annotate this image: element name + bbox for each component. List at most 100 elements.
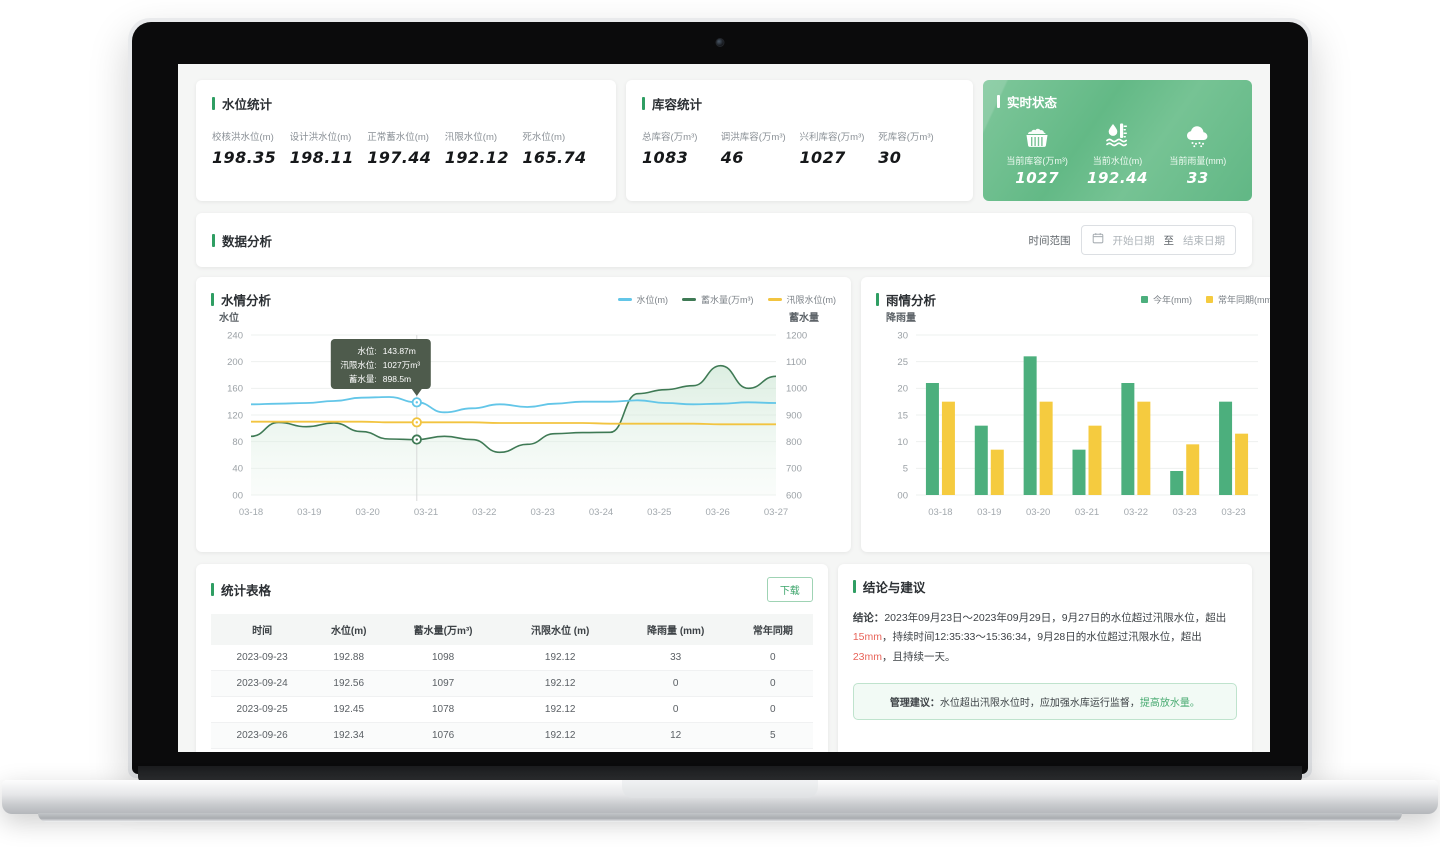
laptop-lid: 水位统计 校核洪水位(m) 198.35 设计洪水位(m) 198.11	[128, 18, 1312, 778]
kpi-value: 1027	[799, 148, 846, 167]
svg-text:蓄水量: 蓄水量	[789, 311, 819, 324]
status-label: 当前水位(m)	[1092, 156, 1143, 166]
svg-text:900: 900	[786, 410, 802, 421]
table-cell: 1097	[384, 670, 502, 697]
management-advice-box: 管理建议：水位超出汛限水位时，应加强水库运行监督，提高放水量。	[852, 683, 1237, 721]
svg-text:1200: 1200	[786, 330, 807, 341]
legend-item-level[interactable]: 水位(m)	[617, 293, 668, 306]
svg-text:水位:: 水位:	[357, 346, 376, 356]
kpi-label: 设计洪水位(m)	[289, 132, 352, 143]
svg-text:03-21: 03-21	[1075, 507, 1099, 518]
svg-text:120: 120	[227, 410, 243, 421]
table-cell: 192.56	[313, 670, 385, 697]
svg-text:240: 240	[227, 330, 243, 341]
download-button[interactable]: 下载	[766, 577, 813, 602]
table-cell: 2023-09-26	[211, 722, 314, 749]
status-label: 当前库容(万m³)	[1006, 156, 1068, 166]
column-header: 降雨量 (mm)	[618, 614, 733, 645]
water-level-card-title: 水位统计	[212, 94, 600, 113]
legend-item-normal-year[interactable]: 常年同期(mm)	[1206, 293, 1270, 306]
date-range-separator: 至	[1163, 234, 1175, 247]
svg-text:03-19: 03-19	[297, 507, 321, 518]
kpi-item: 设计洪水位(m) 198.11	[290, 129, 368, 167]
water-situation-chart-card: 水情分析 水位(m) 蓄水量(万m³)	[196, 277, 851, 552]
date-range-picker[interactable]: 开始日期 至 结束日期	[1080, 225, 1236, 255]
svg-text:200: 200	[227, 357, 243, 368]
table-cell: 2023-09-27	[211, 748, 314, 752]
bottom-row: 统计表格 下载 时间 水位(m) 蓄水量(万m³) 汛限水位 (m)	[196, 564, 1252, 752]
table-cell: 2023-09-25	[211, 696, 314, 723]
legend-item-this-year[interactable]: 今年(mm)	[1141, 293, 1192, 306]
end-date-input[interactable]: 结束日期	[1183, 234, 1225, 247]
table-body: 2023-09-23 192.88 1098 192.12 33 0 2023-09-24 1…	[211, 645, 813, 752]
statistics-table: 时间 水位(m) 蓄水量(万m³) 汛限水位 (m) 降雨量 (mm) 常年同期…	[211, 614, 813, 752]
realtime-status-card: 实时状态	[983, 80, 1252, 201]
start-date-input[interactable]: 开始日期	[1112, 234, 1155, 247]
kpi-value: 46	[720, 148, 744, 167]
svg-text:降雨量: 降雨量	[886, 311, 916, 324]
table-cell: 192.12	[501, 670, 619, 697]
svg-text:03-23: 03-23	[1173, 507, 1197, 518]
table-cell: 0	[732, 696, 813, 723]
kpi-item: 兴利库容(万m³) 1027	[800, 129, 879, 167]
capacity-card-title: 库容统计	[642, 94, 957, 113]
analysis-toolbar: 数据分析 时间范围	[196, 213, 1252, 267]
svg-text:25: 25	[897, 357, 908, 368]
table-cell: 192.12	[501, 748, 619, 752]
status-value: 33	[1186, 169, 1209, 187]
svg-text:600: 600	[786, 490, 802, 501]
table-cell: 1076	[384, 722, 502, 749]
calendar-icon	[1092, 231, 1104, 249]
legend-label: 蓄水量(万m³)	[701, 295, 754, 305]
reservoir-icon	[997, 119, 1077, 149]
conclusion-highlight-1: 15mm	[852, 631, 882, 644]
water-chart-legend: 水位(m) 蓄水量(万m³) 汛限水位(m)	[617, 293, 836, 306]
status-items: 当前库容(万m³) 1027	[997, 119, 1238, 187]
table-cell: 0	[618, 696, 733, 723]
screen-content: 水位统计 校核洪水位(m) 198.35 设计洪水位(m) 198.11	[178, 64, 1270, 752]
table-cell: 192.34	[313, 722, 385, 749]
legend-item-storage[interactable]: 蓄水量(万m³)	[682, 293, 754, 306]
kpi-value: 197.44	[367, 148, 432, 167]
water-chart-plot: 水位 蓄水量 00 600 40 700 80 800 120 900 160 1000 200 1100…	[218, 311, 819, 518]
legend-label: 今年(mm)	[1153, 295, 1192, 305]
svg-text:700: 700	[786, 464, 802, 475]
legend-label: 常年同期(mm)	[1218, 295, 1270, 305]
status-card-title: 实时状态	[997, 92, 1238, 111]
charts-row: 水情分析 水位(m) 蓄水量(万m³)	[196, 277, 1270, 552]
rain-chart-card: 雨情分析 今年(mm) 常年同期(mm)	[861, 277, 1270, 552]
status-item-rain: 当前雨量(mm) 33	[1158, 119, 1238, 187]
status-item-level: 当前水位(m) 192.44	[1077, 119, 1157, 187]
table-row[interactable]: 2023-09-25 192.45 1078 192.12 0 0	[211, 696, 813, 723]
svg-text:1100: 1100	[786, 357, 806, 368]
svg-text:03-21: 03-21	[414, 507, 438, 518]
kpi-label: 死水位(m)	[522, 132, 566, 143]
water-chart-header: 水情分析 水位(m) 蓄水量(万m³)	[211, 290, 836, 309]
date-range-control: 时间范围 开始日期	[1028, 225, 1236, 255]
table-row[interactable]: 2023-09-24 192.56 1097 192.12 0 0	[211, 670, 813, 697]
dashboard-page: 水位统计 校核洪水位(m) 198.35 设计洪水位(m) 198.11	[178, 64, 1270, 752]
table-cell: 1078	[384, 696, 502, 723]
table-row[interactable]: 2023-09-23 192.88 1098 192.12 33 0	[211, 645, 813, 671]
laptop-notch	[622, 780, 818, 798]
table-cell: 0	[732, 645, 813, 671]
table-row[interactable]: 2023-09-26 192.34 1076 192.12 12 5	[211, 722, 813, 749]
svg-text:03-19: 03-19	[977, 507, 1001, 518]
table-cell: 33	[618, 645, 733, 671]
legend-item-flood-limit[interactable]: 汛限水位(m)	[767, 293, 836, 306]
svg-text:20: 20	[897, 384, 908, 395]
column-header: 蓄水量(万m³)	[384, 614, 502, 645]
conclusion-card: 结论与建议 结论：2023年09月23日～2023年09月29日，9月27日的水…	[837, 564, 1252, 752]
water-level-stats-card: 水位统计 校核洪水位(m) 198.35 设计洪水位(m) 198.11	[196, 80, 616, 201]
kpi-item: 调洪库容(万m³) 46	[721, 129, 800, 167]
table-row[interactable]: 2023-09-27192.331088192.1230	[211, 748, 813, 752]
column-header: 汛限水位 (m)	[501, 614, 619, 645]
svg-text:03-20: 03-20	[1026, 507, 1050, 518]
laptop-hinge	[138, 766, 1302, 782]
analysis-title: 数据分析	[212, 231, 272, 250]
svg-text:00: 00	[232, 490, 243, 501]
kpi-item: 校核洪水位(m) 198.35	[212, 129, 290, 167]
date-range-label: 时间范围	[1028, 234, 1071, 247]
table-cell: 192.12	[501, 722, 619, 749]
